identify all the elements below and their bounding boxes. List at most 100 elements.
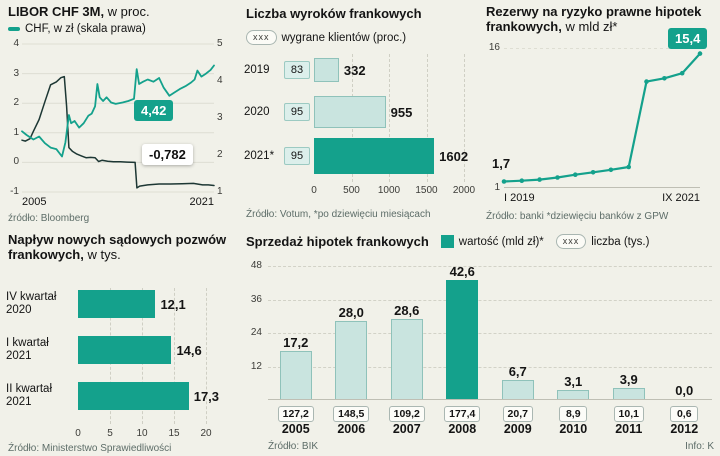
verdicts-row: 2021* 95 1602: [244, 138, 476, 174]
reserves-point: [590, 170, 596, 175]
value-series-swatch: [440, 235, 454, 248]
sales-bar-2005: [279, 350, 312, 399]
sales-year-label: 2011: [615, 422, 643, 436]
lawsuits-title: Napływ nowych sądowych pozwów frankowych…: [8, 232, 230, 262]
panel-sales: Sprzedaż hipotek frankowych wartość (mld…: [244, 232, 716, 456]
count-cell: 109,2: [379, 404, 435, 422]
libor-left-axis: 4 3 2 1 0 -1: [6, 38, 19, 197]
libor-right-tick: 1: [217, 186, 223, 197]
lawsuits-x-tick: 0: [75, 428, 81, 439]
lawsuits-title-unit: w tys.: [83, 247, 121, 262]
sales-year-label: 2007: [392, 422, 421, 436]
libor-right-tick: 5: [217, 38, 223, 49]
verdicts-legend: xxx wygrane klientów (proc.): [246, 30, 406, 45]
libor-left-tick: -1: [10, 186, 19, 197]
libor-right-tick: 3: [217, 112, 223, 123]
loan-count-box: 10,1: [613, 406, 644, 422]
libor-value-badge: -0,782: [142, 144, 193, 165]
reserves-point: [501, 179, 507, 184]
loan-count-box: 127,2: [277, 406, 314, 422]
info-credit: Info: K: [685, 441, 714, 452]
xxx-box: xxx: [555, 234, 587, 249]
reserves-title: Rezerwy na ryzyko prawne hipotek frankow…: [486, 4, 712, 34]
sales-value: 28,0: [338, 304, 364, 320]
gridline: [268, 299, 712, 301]
reserves-point: [697, 51, 703, 56]
verdicts-legend-label: wygrane klientów (proc.): [281, 31, 407, 44]
lawsuits-row: IV kwartał 2020 12,1: [6, 290, 236, 318]
reserves-chart-svg: [501, 48, 703, 188]
gridline: [464, 54, 465, 182]
count-cell: 148,5: [324, 404, 380, 422]
count-cell: 127,2: [268, 404, 324, 422]
verdicts-year-label: 2019: [244, 64, 270, 76]
sales-year-label: 2006: [337, 422, 366, 436]
verdicts-year-label: 2021*: [244, 150, 275, 162]
reserves-source: Źródło: banki *dziewięciu banków z GPW: [486, 211, 669, 222]
lawsuits-value: 14,6: [176, 342, 202, 358]
reserves-point: [555, 175, 560, 180]
libor-x-axis: 2005 2021: [22, 196, 214, 208]
reserves-y-tick: 1: [494, 182, 500, 193]
verdicts-value: 332: [343, 62, 366, 78]
reserves-point: [626, 164, 631, 170]
verdicts-x-tick: 0: [311, 185, 317, 196]
libor-x-tick-start: 2005: [22, 196, 47, 208]
sales-footer: Źródło: BIK Info: K: [268, 441, 714, 452]
sales-legend-count-label: liczba (tys.): [591, 235, 650, 248]
verdicts-value: 1602: [439, 148, 469, 164]
lawsuits-value: 12,1: [160, 296, 186, 312]
lawsuits-x-tick: 10: [136, 428, 148, 439]
loan-count-box: 148,5: [333, 406, 370, 422]
sales-value: 3,1: [564, 374, 583, 390]
chf-series-label: CHF, w zł (skala prawa): [25, 23, 146, 35]
libor-source: źródło: Bloomberg: [8, 213, 90, 224]
verdicts-row: 2020 95 955: [244, 96, 476, 128]
reserves-point: [679, 70, 685, 76]
sales-bar-2010: [557, 390, 590, 399]
xxx-box: xxx: [246, 30, 277, 45]
lawsuits-x-tick: 20: [200, 428, 212, 439]
libor-title-unit: w proc.: [104, 4, 150, 19]
libor-left-tick: 4: [13, 38, 19, 49]
panel-reserves: Rezerwy na ryzyko prawne hipotek frankow…: [484, 4, 716, 230]
verdicts-x-tick: 500: [343, 185, 360, 196]
sales-bar-2006: [335, 320, 368, 399]
gridline: [268, 266, 712, 267]
won-clients-percent: 95: [284, 103, 310, 121]
lawsuits-quarter-label: IV kwartał 2020: [6, 291, 57, 316]
lawsuits-title-bold: Napływ nowych sądowych pozwów frankowych…: [8, 232, 227, 262]
loan-count-box: 8,9: [559, 406, 588, 422]
libor-title: LIBOR CHF 3M, w proc.: [8, 4, 150, 19]
sales-year-label: 2009: [503, 422, 532, 436]
gridline: [268, 333, 712, 334]
verdicts-bar-2019: [314, 58, 339, 82]
sales-plot-area: 17,2 28,0 28,6 42,6 6,7 3,1 3,9 0,0: [268, 264, 712, 400]
sales-value: 28,6: [394, 303, 420, 319]
loan-count-box: 177,4: [444, 406, 481, 422]
sales-year-label: 2012: [670, 422, 699, 436]
gridline: [426, 54, 428, 182]
reserves-x-axis: I 2019 IX 2021: [504, 192, 700, 204]
lawsuits-x-axis: 0 5 10 15 20: [6, 428, 236, 440]
chf-series-swatch: [8, 27, 20, 31]
count-cell: 0,6: [657, 404, 713, 422]
libor-title-bold: LIBOR CHF 3M,: [8, 4, 105, 19]
loan-count-box: 20,7: [502, 406, 533, 422]
reserves-y-axis: 16 1: [484, 42, 500, 193]
verdicts-row: 2019 83 332: [244, 58, 476, 82]
count-cell: 177,4: [435, 404, 491, 422]
lawsuits-quarter-label: I kwartał 2021: [6, 337, 49, 362]
verdicts-bar-2020: [314, 96, 386, 128]
chf-value-badge: 4,42: [134, 100, 174, 121]
verdicts-year-label: 2020: [244, 106, 270, 118]
count-cell: 8,9: [546, 404, 602, 422]
reserves-x-tick-start: I 2019: [504, 192, 535, 204]
sales-year-row: 2005 2006 2007 2008 2009 2010 2011 2012: [268, 422, 712, 436]
lawsuits-bars: IV kwartał 2020 12,1 I kwartał 2021 14,6 II kw…: [6, 290, 236, 428]
lawsuits-bar: [78, 382, 189, 410]
verdicts-title: Liczba wyroków frankowych: [246, 6, 422, 21]
sales-value: 42,6: [449, 264, 475, 280]
sales-legend-count: xxx liczba (tys.): [555, 234, 650, 249]
